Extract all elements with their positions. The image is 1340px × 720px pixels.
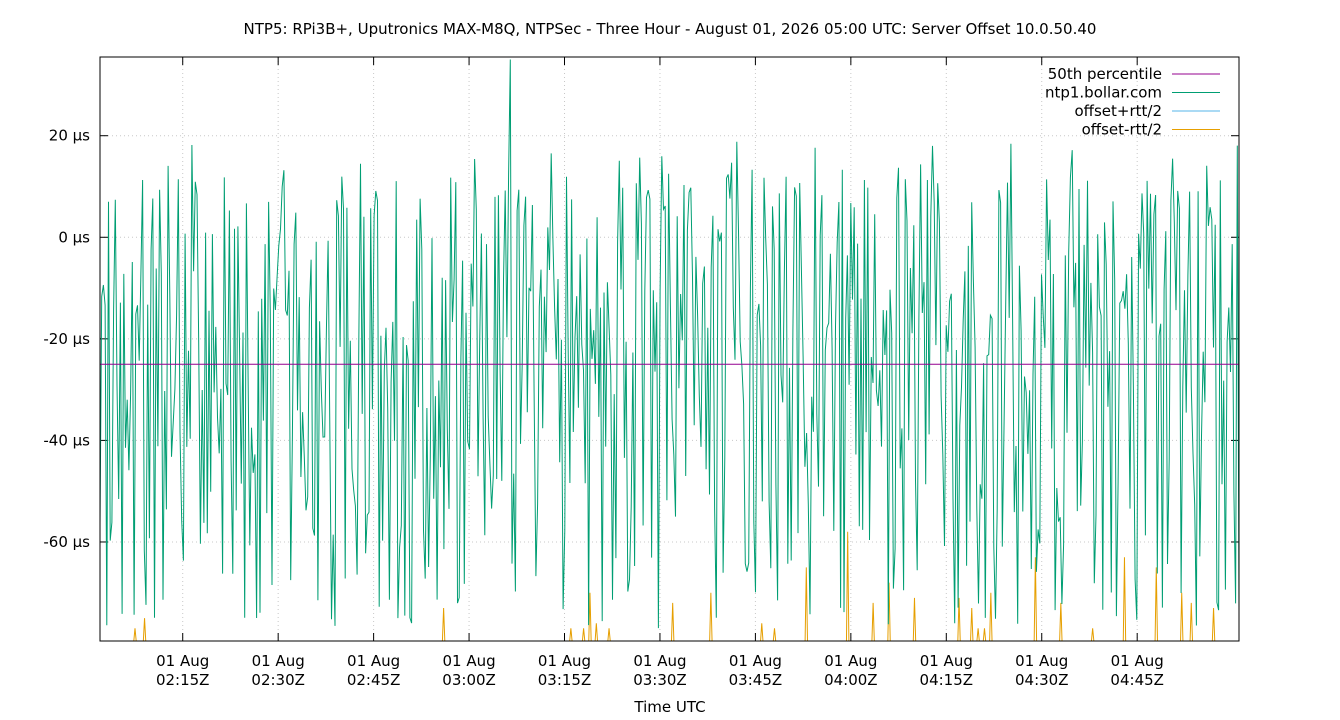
legend-label: offset+rtt/2 <box>1074 102 1162 120</box>
offset-rtt2-spike <box>772 628 777 642</box>
legend: 50th percentilentp1.bollar.comoffset+rtt… <box>1045 65 1220 139</box>
offset-rtt2-spike <box>804 567 809 642</box>
offset-rtt2-spike <box>982 628 987 642</box>
ntp1-offset-line <box>99 59 1240 629</box>
offset-rtt2-spike <box>1189 602 1193 642</box>
offset-rtt2-spike <box>607 628 611 642</box>
y-tick-label: 0 µs <box>58 228 90 246</box>
offset-rtt2-spike <box>970 607 974 642</box>
x-tick-label-time: 04:30Z <box>1015 671 1069 689</box>
legend-label: ntp1.bollar.com <box>1045 84 1162 102</box>
offset-rtt2-spike <box>594 623 599 642</box>
x-tick-label-time: 04:45Z <box>1110 671 1164 689</box>
offset-rtt2-spike <box>441 607 446 642</box>
offset-rtt2-spike <box>569 628 573 642</box>
legend-label: 50th percentile <box>1048 65 1162 83</box>
plot-border <box>99 56 1240 642</box>
x-tick-label-date: 01 Aug <box>538 652 591 670</box>
offset-rtt2-spike <box>1033 557 1038 642</box>
x-tick-label-time: 02:45Z <box>347 671 401 689</box>
offset-rtt2-spike <box>1211 607 1216 642</box>
x-tick-label-time: 03:45Z <box>729 671 783 689</box>
offset-rtt2-spike <box>588 592 592 642</box>
offset-rtt2-spike <box>760 623 764 642</box>
x-tick-label-date: 01 Aug <box>347 652 400 670</box>
chart-title: NTP5: RPi3B+, Uputronics MAX-M8Q, NTPSec… <box>244 20 1097 38</box>
x-tick-label-time: 03:00Z <box>442 671 496 689</box>
x-tick-label-date: 01 Aug <box>633 652 686 670</box>
x-tick-label-time: 03:30Z <box>633 671 687 689</box>
y-axis-ticks: 20 µs 0 µs -20 µs -40 µs -60 µs <box>43 127 1239 551</box>
offset-rtt2-spike <box>581 628 586 642</box>
y-tick-label: -40 µs <box>43 431 90 449</box>
x-tick-label-date: 01 Aug <box>1111 652 1164 670</box>
offset-rtt2-spike <box>845 531 850 642</box>
offset-rtt2-spike <box>1059 602 1063 642</box>
offset-rtt2-spike <box>1180 592 1184 642</box>
offset-rtt2-spike <box>1122 557 1127 642</box>
x-axis-label: Time UTC <box>633 698 705 716</box>
offset-rtt2-spike <box>709 592 713 642</box>
y-tick-label: -60 µs <box>43 533 90 551</box>
offset-rtt2-spike <box>871 602 875 642</box>
legend-label: offset-rtt/2 <box>1082 121 1162 139</box>
offset-rtt2-spike <box>1154 567 1158 642</box>
x-tick-label-date: 01 Aug <box>920 652 973 670</box>
offset-rtt2-spike <box>912 597 917 642</box>
offset-rtt2-spike <box>142 618 147 642</box>
x-tick-label-date: 01 Aug <box>824 652 877 670</box>
x-tick-label-date: 01 Aug <box>442 652 495 670</box>
offset-rtt2-spike <box>957 597 961 642</box>
offset-rtt2-spike <box>1090 628 1095 642</box>
offset-rtt2-spike <box>670 602 675 642</box>
y-tick-label: 20 µs <box>49 127 90 145</box>
x-tick-label-date: 01 Aug <box>156 652 209 670</box>
x-tick-label-time: 02:15Z <box>156 671 210 689</box>
x-tick-label-time: 04:00Z <box>824 671 878 689</box>
offset-rtt2-spike <box>133 628 137 642</box>
x-tick-label-time: 03:15Z <box>538 671 592 689</box>
x-tick-label-date: 01 Aug <box>252 652 305 670</box>
y-tick-label: -20 µs <box>43 330 90 348</box>
offset-rtt2-spike <box>989 592 993 642</box>
data-series <box>99 59 1240 642</box>
x-tick-label-time: 04:15Z <box>920 671 974 689</box>
x-tick-label-date: 01 Aug <box>1015 652 1068 670</box>
x-tick-label-date: 01 Aug <box>729 652 782 670</box>
offset-rtt2-spike <box>976 628 980 642</box>
x-tick-label-time: 02:30Z <box>251 671 305 689</box>
